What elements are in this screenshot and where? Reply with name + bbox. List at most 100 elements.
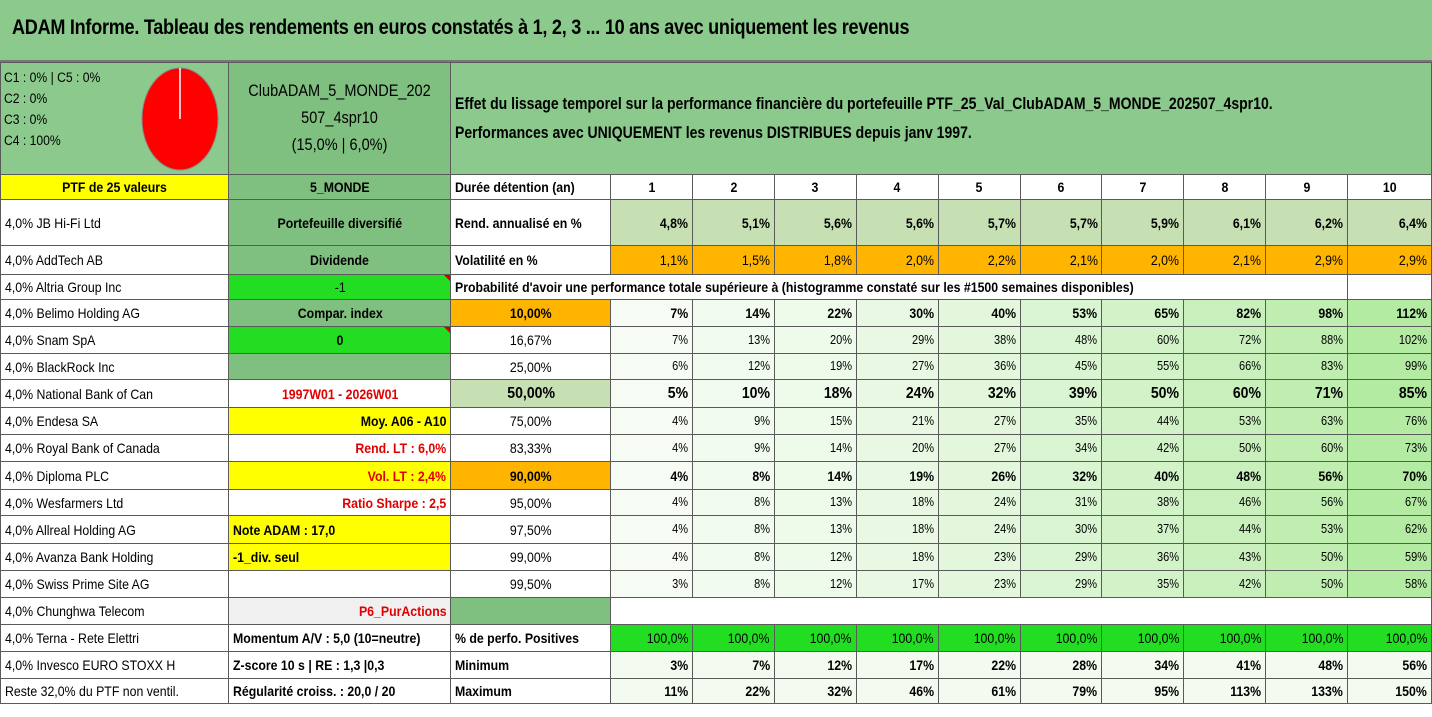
positives-value: 100,0%: [610, 624, 694, 652]
prob-threshold: 50,00%: [450, 379, 612, 408]
rend-label-text: Rend. annualisé en %: [455, 214, 582, 231]
prob-value: 21%: [855, 407, 939, 435]
vol-value-text: 2,1%: [1069, 252, 1098, 268]
prob-value: 20%: [855, 434, 939, 462]
year-header: 8: [1183, 174, 1267, 200]
prob-value-text: 59%: [1404, 549, 1427, 564]
comment-marker-icon: [444, 275, 450, 281]
holding-name: 4,0% National Bank of Can: [0, 379, 230, 408]
prob-value: 53%: [1183, 407, 1267, 435]
max-value: 95%: [1101, 678, 1185, 704]
prob-value-text: 55%: [1157, 359, 1180, 374]
prob-value: 32%: [937, 379, 1021, 408]
rend-value-text: 4,8%: [659, 214, 689, 231]
max-label: Maximum: [450, 678, 612, 704]
prob-value: 22%: [773, 299, 857, 327]
prob-value: 98%: [1265, 299, 1349, 327]
prob-value: 27%: [937, 434, 1021, 462]
vol-value-text: 1,1%: [659, 252, 689, 268]
report-title: ADAM Informe. Tableau des rendements en …: [12, 16, 910, 39]
year-header: 1: [610, 174, 694, 200]
prob-value: 66%: [1183, 353, 1267, 380]
prob-value: 58%: [1347, 570, 1432, 598]
min-value: 41%: [1183, 651, 1267, 679]
positives-value: 100,0%: [1019, 624, 1103, 652]
info-cell-text: Z-score 10 s | RE : 1,3 |0,3: [233, 657, 385, 673]
prob-value-text: 7%: [670, 305, 689, 321]
prob-value-text: 4%: [672, 495, 689, 510]
vol-label: Volatilité en %: [450, 245, 612, 275]
max-value-text: 46%: [909, 683, 934, 699]
prob-value: 37%: [1101, 515, 1185, 544]
prob-value-text: 14%: [745, 305, 770, 321]
allocation-legend: C1 : 0% | C5 : 0% C2 : 0% C3 : 0% C4 : 100%: [4, 67, 111, 151]
positives-value: 100,0%: [937, 624, 1021, 652]
prob-threshold-text: 95,00%: [509, 494, 552, 511]
min-label: Minimum: [450, 651, 612, 679]
prob-value: 48%: [1019, 326, 1103, 354]
holding-name: Reste 32,0% du PTF non ventil.: [0, 678, 230, 704]
prob-value-text: 17%: [911, 576, 934, 591]
holding-name-text: 4,0% Royal Bank of Canada: [5, 440, 160, 456]
prob-value: 12%: [773, 570, 857, 598]
prob-threshold: 99,00%: [450, 543, 612, 571]
prob-value: 18%: [773, 379, 857, 408]
holding-name-text: 4,0% Belimo Holding AG: [5, 305, 140, 321]
prob-threshold-text: 75,00%: [509, 413, 552, 429]
prob-value: 40%: [937, 299, 1021, 327]
prob-value: 73%: [1347, 434, 1432, 462]
header-line1: Effet du lissage temporel sur la perform…: [455, 94, 1273, 113]
min-value-text: 17%: [909, 657, 934, 673]
prob-value: 7%: [610, 299, 694, 327]
prob-threshold: 83,33%: [450, 434, 612, 462]
min-value: 17%: [855, 651, 939, 679]
prob-value-text: 112%: [1396, 305, 1427, 321]
holding-name-text: 4,0% Invesco EURO STOXX H: [5, 657, 176, 673]
prob-value: 27%: [855, 353, 939, 380]
rend-label: Rend. annualisé en %: [450, 199, 612, 246]
prob-value-text: 12%: [747, 359, 770, 374]
prob-value: 88%: [1265, 326, 1349, 354]
min-value-text: 56%: [1402, 657, 1427, 673]
year-header: 7: [1101, 174, 1185, 200]
info-cell: Ratio Sharpe : 2,5: [228, 489, 452, 516]
prob-value-text: 21%: [911, 413, 934, 428]
prob-value-text: 12%: [829, 549, 852, 564]
min-value: 28%: [1019, 651, 1103, 679]
vol-value: 2,9%: [1347, 245, 1432, 275]
info-cell: Portefeuille diversifié: [228, 199, 452, 246]
prob-threshold: 25,00%: [450, 353, 612, 380]
prob-threshold: 90,00%: [450, 461, 612, 490]
holding-name: 4,0% Belimo Holding AG: [0, 299, 230, 327]
vol-value-text: 1,8%: [823, 252, 852, 268]
year-header: 4: [855, 174, 939, 200]
prob-threshold: 75,00%: [450, 407, 612, 435]
table-row: 4,0% Invesco EURO STOXX H Z-score 10 s | …: [0, 651, 1432, 679]
prob-value: 44%: [1101, 407, 1185, 435]
prob-threshold-text: 10,00%: [509, 305, 552, 321]
prob-value-text: 27%: [993, 440, 1016, 455]
ptf-label-text: PTF de 25 valeurs: [62, 179, 167, 195]
prob-value-text: 72%: [1239, 332, 1262, 347]
info-cell: Vol. LT : 2,4%: [228, 461, 452, 490]
year-header: 10: [1347, 174, 1432, 200]
prob-value: 17%: [855, 570, 939, 598]
prob-value-text: 53%: [1072, 305, 1098, 321]
prob-value-text: 4%: [672, 549, 689, 564]
max-value-text: 95%: [1154, 683, 1180, 699]
prob-value: 9%: [692, 407, 775, 435]
table-row: 4,0% Terna - Rete Elettri Momentum A/V : …: [0, 624, 1432, 652]
prob-value-text: 32%: [987, 384, 1016, 402]
performance-table: C1 : 0% | C5 : 0% C2 : 0% C3 : 0% C4 : 100%…: [0, 62, 1432, 704]
vol-value-text: 2,1%: [1233, 252, 1262, 268]
rend-value: 5,7%: [1019, 199, 1103, 246]
positives-value: 100,0%: [1101, 624, 1185, 652]
prob-value: 19%: [773, 353, 857, 380]
rend-value-text: 5,7%: [1069, 214, 1098, 231]
prob-value-text: 6%: [672, 359, 689, 374]
table-row: 4,0% National Bank of Can 1997W01 - 2026W…: [0, 379, 1432, 408]
prob-value: 30%: [1019, 515, 1103, 544]
prob-value: 53%: [1265, 515, 1349, 544]
prob-value-text: 15%: [829, 413, 852, 428]
